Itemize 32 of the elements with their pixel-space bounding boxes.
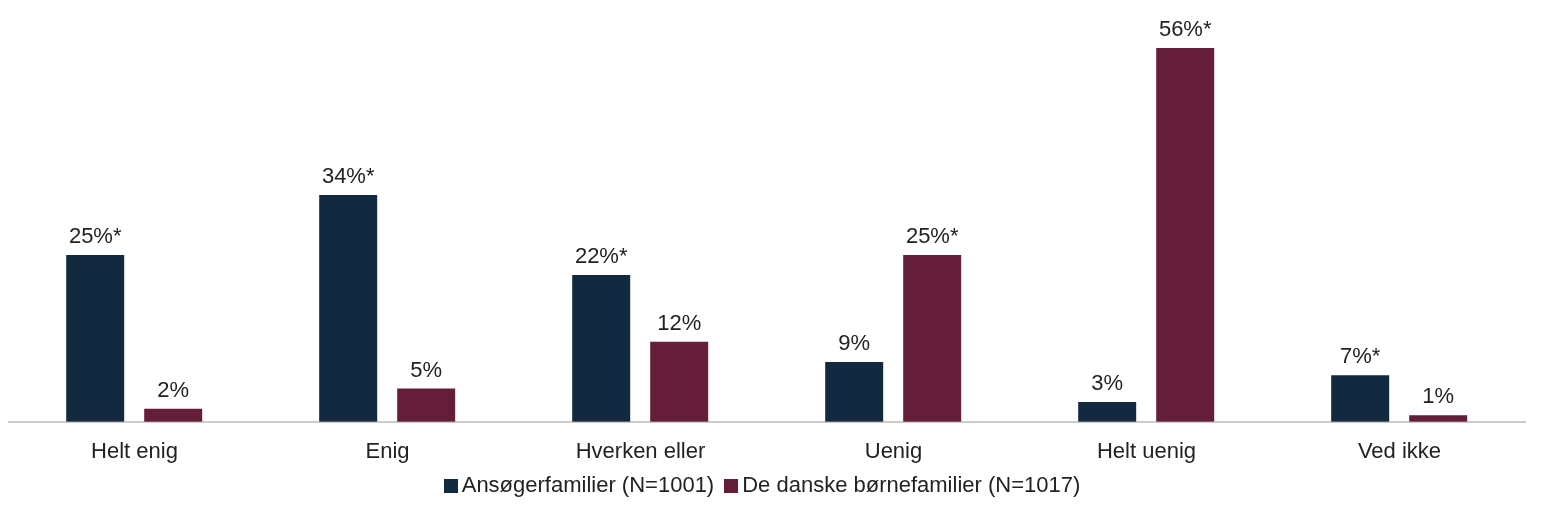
bar <box>144 408 203 422</box>
x-tick-label: Uenig <box>864 437 923 463</box>
bar <box>1078 401 1137 422</box>
bar <box>903 255 962 422</box>
bar <box>1331 375 1390 422</box>
x-tick-label: Helt enig <box>91 437 178 463</box>
x-tick-label: Hverken eller <box>575 437 706 463</box>
legend-label: Ansøgerfamilier (N=1001) <box>461 472 715 497</box>
legend-label: De danske børnefamilier (N=1017) <box>742 472 1081 497</box>
bar <box>650 341 709 422</box>
data-label: 7%* <box>1340 343 1381 369</box>
bar <box>825 361 884 422</box>
bar <box>319 194 378 422</box>
data-label: 1% <box>1422 383 1455 409</box>
data-label: 5% <box>410 356 443 382</box>
data-label: 3% <box>1091 369 1124 395</box>
bar <box>66 255 125 422</box>
x-tick-label: Ved ikke <box>1357 437 1442 463</box>
data-label: 34%* <box>321 162 375 188</box>
x-tick-label: Enig <box>365 437 410 463</box>
x-tick-label: Helt uenig <box>1096 437 1197 463</box>
bar <box>397 388 456 422</box>
data-label: 2% <box>157 376 190 402</box>
bar <box>572 275 631 422</box>
data-label: 25%* <box>905 223 959 249</box>
bar <box>1409 415 1468 422</box>
data-label: 12% <box>657 309 702 335</box>
data-label: 25%* <box>68 223 122 249</box>
data-label: 22%* <box>574 243 628 269</box>
bar <box>1156 48 1215 422</box>
data-label: 56%* <box>1158 16 1212 41</box>
data-label: 9% <box>838 329 871 355</box>
